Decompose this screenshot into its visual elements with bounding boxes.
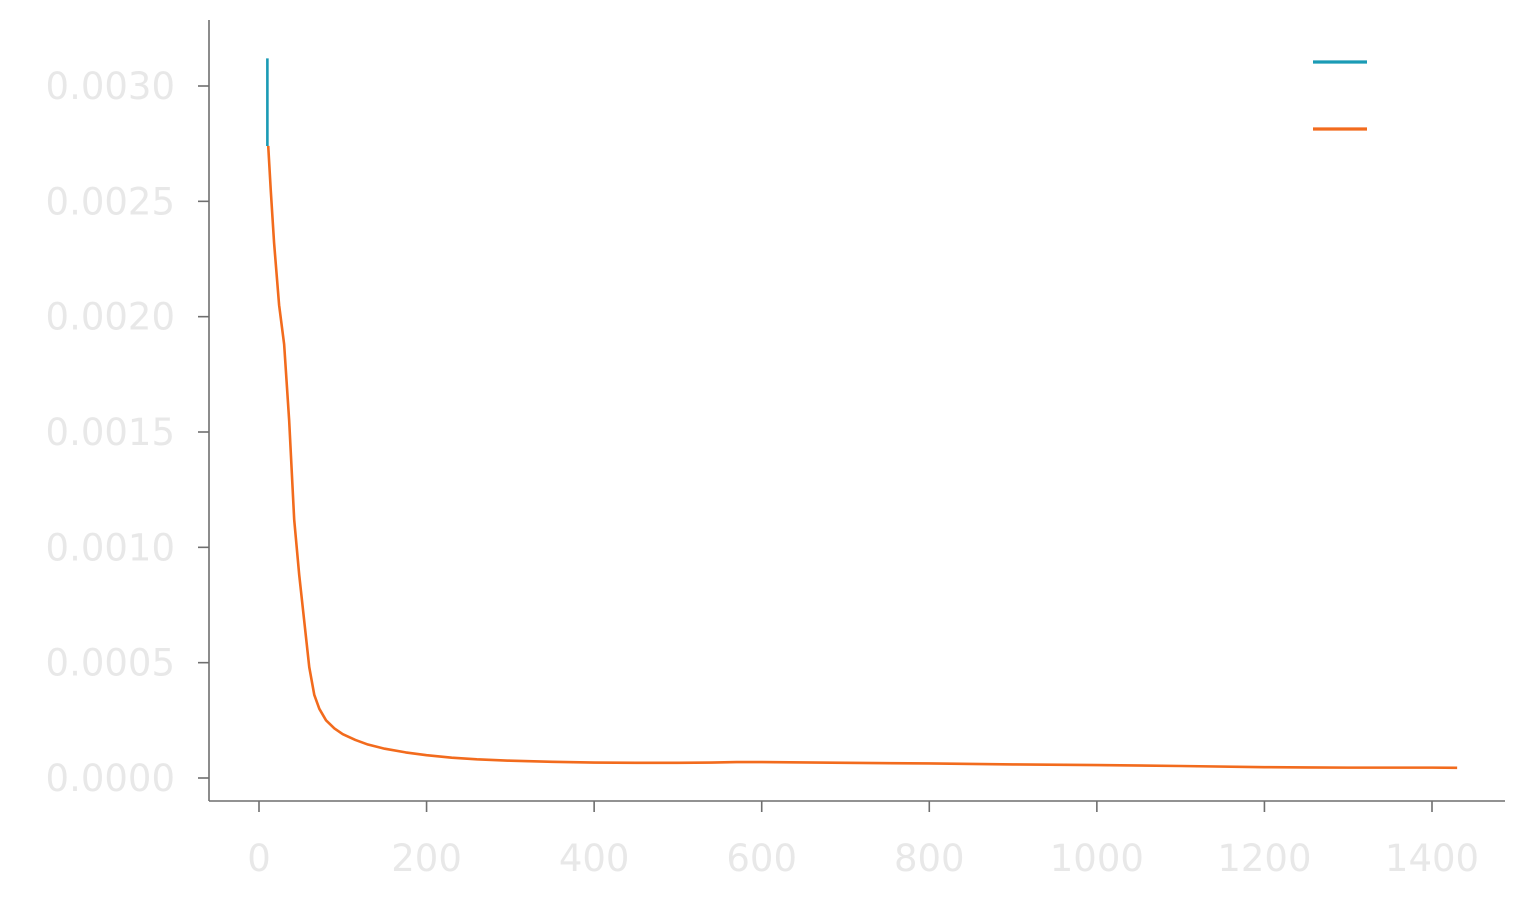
y-tick-label: 0.0005 (46, 642, 175, 685)
y-ticks: 0.0000 0.0005 0.0010 0.0015 0.0020 0.0025 0.00… (46, 65, 209, 800)
series-line-2 (266, 145, 1458, 770)
series-layer (266, 58, 1458, 770)
y-tick-label: 0.0015 (46, 411, 175, 454)
x-tick-label: 800 (894, 837, 965, 880)
x-tick-label: 1400 (1385, 837, 1479, 880)
y-tick-label: 0.0020 (46, 296, 175, 339)
y-tick-label: 0.0010 (46, 526, 175, 569)
x-tick-label: 1200 (1217, 837, 1311, 880)
x-tick-label: 400 (559, 837, 630, 880)
x-tick-label: 600 (726, 837, 797, 880)
y-tick-label: 0.0030 (46, 65, 175, 108)
y-tick-label: 0.0025 (46, 180, 175, 223)
x-tick-label: 1000 (1050, 837, 1144, 880)
axes (208, 20, 1505, 802)
x-ticks: 0 200 400 600 800 1000 1200 1400 (247, 801, 1479, 880)
y-tick-label: 0.0000 (46, 757, 175, 800)
x-tick-label: 200 (391, 837, 462, 880)
legend (1313, 60, 1367, 131)
x-tick-label: 0 (247, 837, 271, 880)
